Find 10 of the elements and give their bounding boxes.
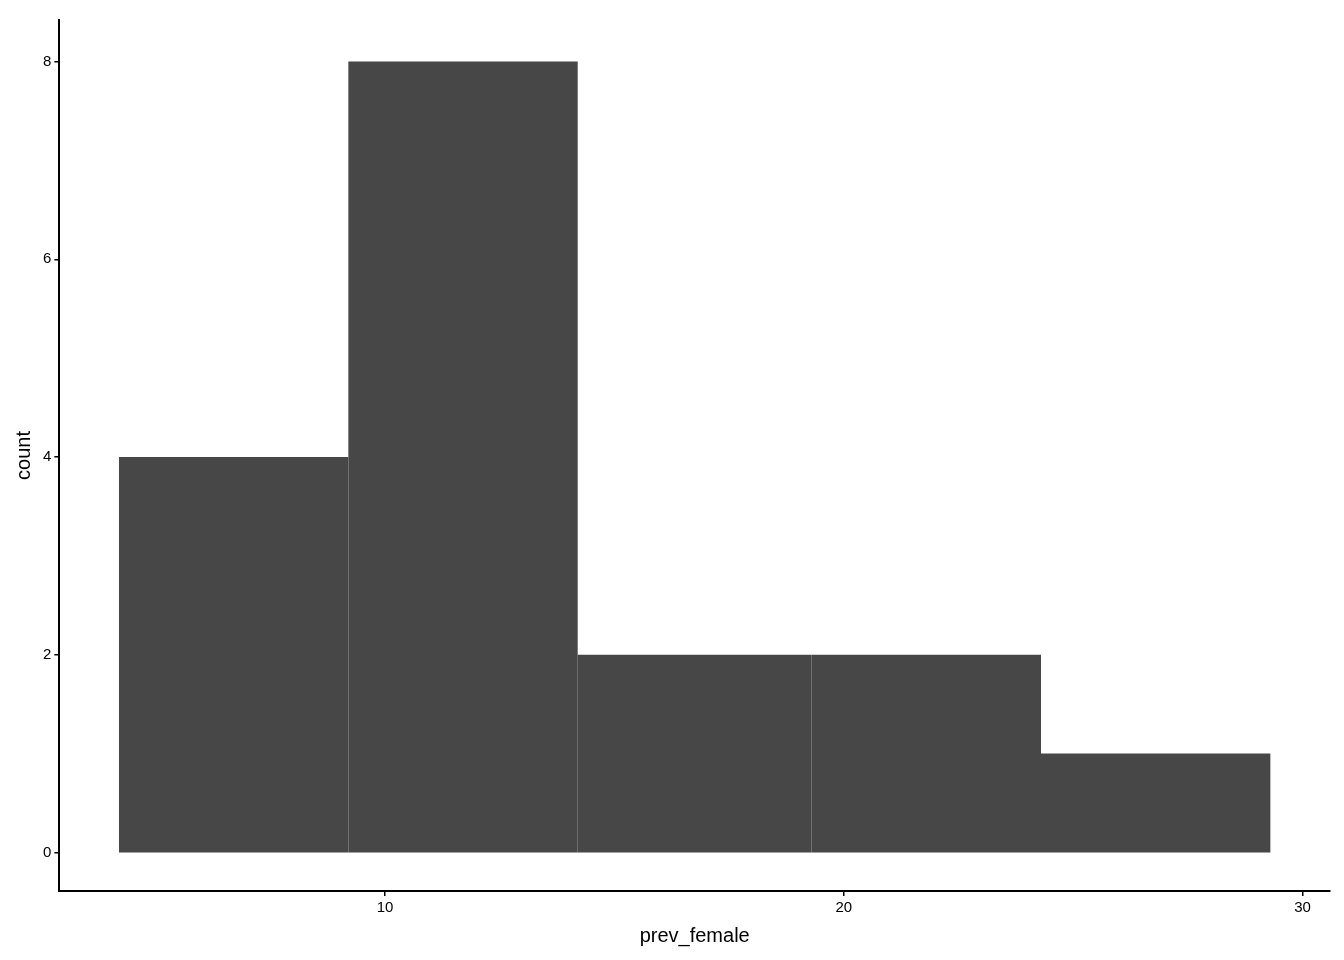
x-tick-label: 20	[835, 898, 853, 916]
y-tick-label: 6	[43, 249, 52, 267]
x-tick-label: 10	[376, 898, 394, 916]
x-axis-title: prev_female	[639, 923, 750, 947]
x-tick-label: 30	[1294, 898, 1311, 916]
y-tick-label: 4	[43, 447, 52, 465]
y-axis-title: count	[11, 430, 34, 480]
y-tick-label: 8	[43, 51, 52, 69]
y-tick-label: 0	[43, 842, 52, 860]
y-tick-label: 2	[43, 644, 52, 662]
